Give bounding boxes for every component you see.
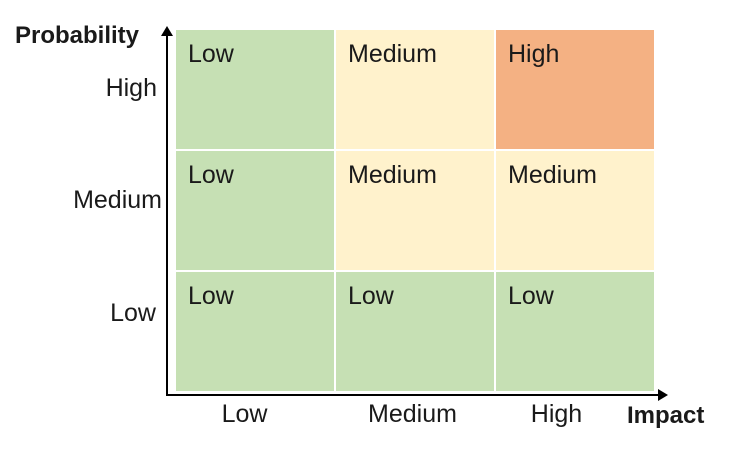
cell-low-prob-high-impact: Low: [496, 272, 654, 391]
y-axis-arrow-icon: [161, 26, 173, 36]
row-label-high: High: [105, 74, 157, 102]
risk-matrix-grid: Low Medium High Low Medium Medium Low Low Low: [176, 30, 654, 391]
cell-medium-prob-medium-impact: Medium: [336, 151, 494, 270]
x-axis-title: Impact: [627, 402, 705, 429]
col-label-low: Low: [221, 400, 268, 428]
x-axis-arrow-icon: [658, 389, 668, 401]
cell-high-prob-low-impact: Low: [176, 30, 334, 149]
cell-low-prob-low-impact: Low: [176, 272, 334, 391]
cell-low-prob-medium-impact: Low: [336, 272, 494, 391]
cell-high-prob-high-impact: High: [496, 30, 654, 149]
x-axis-line: [166, 394, 660, 396]
row-label-medium: Medium: [73, 186, 162, 214]
row-label-low: Low: [110, 299, 156, 327]
y-axis-title: Probability: [15, 22, 140, 49]
cell-medium-prob-high-impact: Medium: [496, 151, 654, 270]
col-label-medium: Medium: [368, 400, 457, 428]
cell-medium-prob-low-impact: Low: [176, 151, 334, 270]
cell-high-prob-medium-impact: Medium: [336, 30, 494, 149]
col-label-high: High: [530, 400, 583, 428]
y-axis-line: [166, 34, 168, 396]
